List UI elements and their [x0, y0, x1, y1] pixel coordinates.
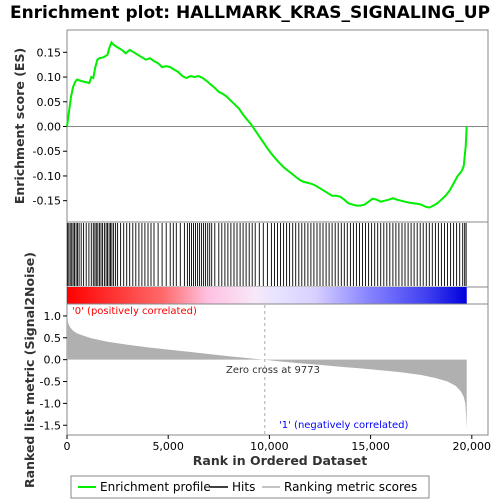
es-y-tick-label: -0.05 [33, 145, 61, 158]
metric-y-tick-label: -1.5 [40, 419, 61, 432]
es-y-tick-label: -0.15 [33, 195, 61, 208]
enrichment-profile-line [66, 40, 468, 209]
es-y-tick-label: -0.10 [33, 170, 61, 183]
hits-marks [66, 223, 467, 286]
metric-y-axis: 1.0 0.5 0.0 -0.5 -1.0 -1.5 [40, 310, 67, 432]
legend-item-enrichment: Enrichment profile [78, 480, 211, 494]
zero-cross-label: Zero cross at 9773 [226, 365, 320, 376]
legend-item-hits: Hits [210, 480, 255, 494]
metric-y-tick-label: 0.0 [44, 354, 62, 367]
metric-y-tick-label: -1.0 [40, 397, 61, 410]
legend-item-ranking: Ranking metric scores [262, 480, 417, 494]
metric-y-tick-label: 1.0 [44, 310, 62, 323]
negative-correlated-label: '1' (negatively correlated) [279, 420, 408, 431]
x-tick-label: 10,000 [250, 440, 289, 453]
x-axis: 0 5,000 10,000 15,000 20,000 [64, 435, 492, 453]
legend-label-ranking: Ranking metric scores [284, 480, 417, 494]
ranking-heat-bar [67, 287, 467, 304]
legend-label-hits: Hits [232, 480, 255, 494]
es-y-tick-label: 0.05 [37, 96, 62, 109]
legend-box [70, 475, 430, 499]
positive-correlated-label: '0' (positively correlated) [72, 306, 197, 317]
metric-y-tick-label: 0.5 [44, 332, 62, 345]
es-y-axis-label: Enrichment score (ES) [12, 48, 27, 204]
es-y-axis: 0.15 0.10 0.05 0.00 -0.05 -0.10 -0.15 [33, 46, 67, 208]
metric-y-tick-label: -0.5 [40, 376, 61, 389]
es-y-tick-label: 0.15 [37, 46, 62, 59]
legend-label-enrichment: Enrichment profile [100, 480, 211, 494]
x-axis-label: Rank in Ordered Dataset [193, 453, 367, 468]
x-tick-label: 20,000 [453, 440, 492, 453]
chart-title: Enrichment plot: HALLMARK_KRAS_SIGNALING… [10, 3, 490, 23]
metric-y-axis-label: Ranked list metric (Signal2Noise) [22, 252, 37, 488]
x-tick-label: 0 [64, 440, 71, 453]
x-tick-label: 5,000 [152, 440, 184, 453]
es-y-tick-label: 0.00 [37, 121, 62, 134]
es-y-tick-label: 0.10 [37, 71, 62, 84]
x-tick-label: 15,000 [351, 440, 390, 453]
